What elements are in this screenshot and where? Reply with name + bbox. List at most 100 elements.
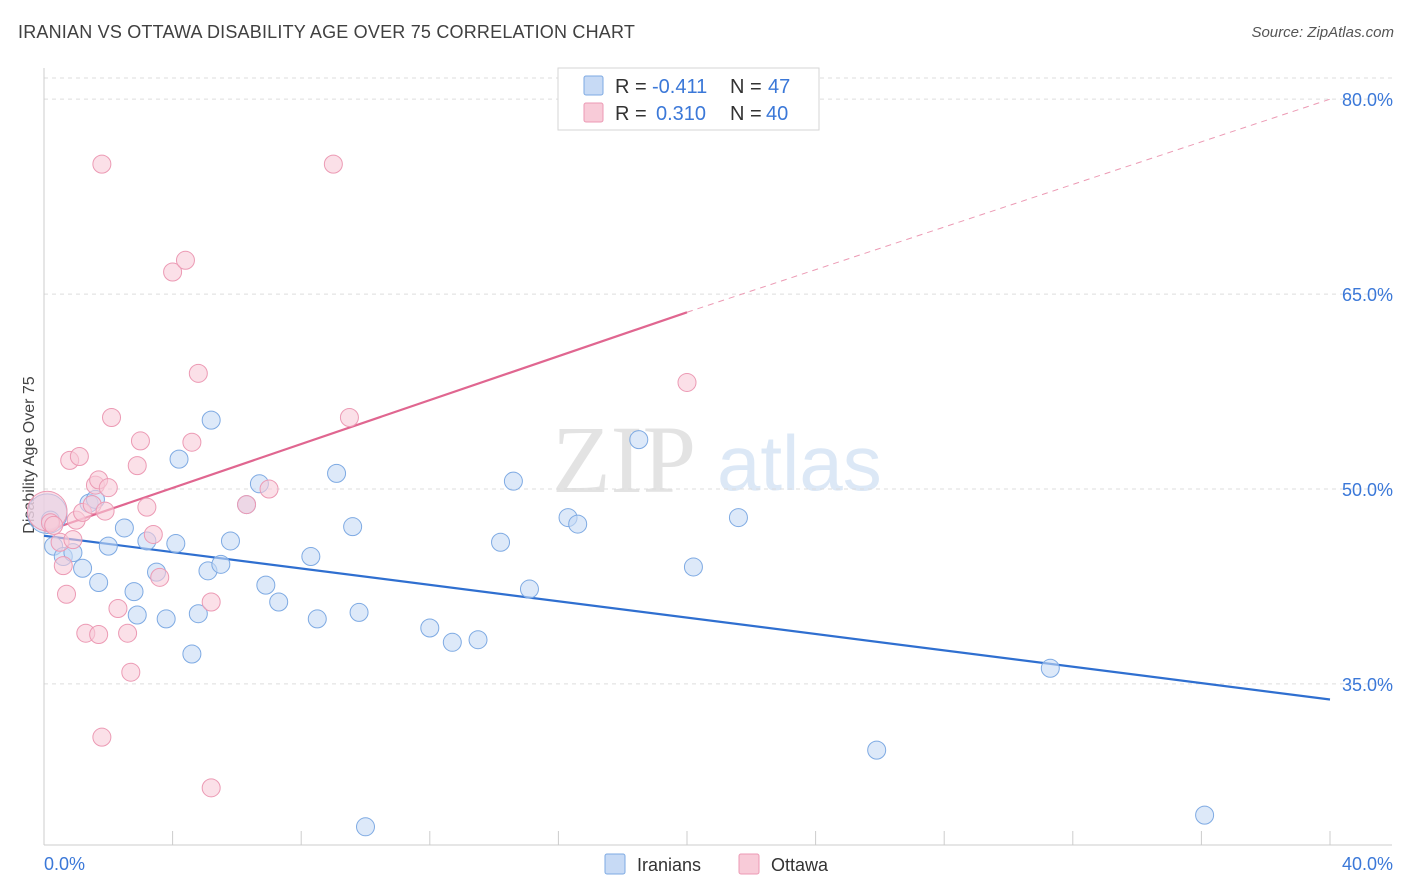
y-axis-label: Disability Age Over 75 <box>21 376 38 534</box>
data-point-ottawa <box>323 154 343 174</box>
data-point-ottawa <box>127 456 147 476</box>
x-tick-label-min: 0.0% <box>44 854 85 874</box>
data-point-iranians <box>307 609 327 629</box>
stats-n-label-ottawa: N = <box>730 103 762 125</box>
data-point-ottawa <box>150 567 170 587</box>
data-point-ottawa <box>92 154 112 174</box>
data-point-ottawa <box>182 432 202 452</box>
data-point-iranians <box>211 554 231 574</box>
data-points <box>26 154 1215 837</box>
trend-line-iranians <box>43 534 1331 701</box>
watermark-zip: ZIP <box>552 406 696 513</box>
data-point-ottawa <box>57 584 77 604</box>
data-point-iranians <box>201 410 221 430</box>
data-point-ottawa <box>92 727 112 747</box>
data-point-ottawa <box>163 262 183 282</box>
series-ottawa <box>26 154 697 798</box>
y-tick-label: 35.0% <box>1342 675 1393 695</box>
data-point-iranians <box>683 557 703 577</box>
trend-lines <box>43 98 1331 701</box>
x-tick-labels: 0.0% 40.0% <box>44 854 1393 874</box>
data-point-ottawa <box>188 363 208 383</box>
stats-box: R = -0.411 N = 47 R = 0.310 N = 40 <box>557 67 820 131</box>
data-point-iranians <box>442 632 462 652</box>
data-point-ottawa <box>98 478 118 498</box>
data-point-iranians <box>491 532 511 552</box>
stats-n-value-iranians: 47 <box>768 76 790 98</box>
y-tick-label: 50.0% <box>1342 480 1393 500</box>
data-point-iranians <box>156 609 176 629</box>
data-point-iranians <box>269 592 289 612</box>
legend: Iranians Ottawa <box>604 853 829 875</box>
data-point-ottawa <box>339 408 359 428</box>
data-point-ottawa <box>89 625 109 645</box>
data-point-iranians <box>728 508 748 528</box>
y-tick-label: 65.0% <box>1342 285 1393 305</box>
data-point-ottawa <box>118 623 138 643</box>
data-point-iranians <box>327 463 347 483</box>
stats-r-label-ottawa: R = <box>615 103 647 125</box>
stats-r-value-iranians: -0.411 <box>652 76 707 98</box>
data-point-ottawa <box>137 497 157 517</box>
data-point-iranians <box>89 573 109 593</box>
data-point-iranians <box>169 449 189 469</box>
data-point-ottawa <box>53 556 73 576</box>
data-point-iranians <box>188 604 208 624</box>
chart-title: IRANIAN VS OTTAWA DISABILITY AGE OVER 75… <box>18 22 636 42</box>
data-point-ottawa <box>95 501 115 521</box>
data-point-iranians <box>301 547 321 567</box>
stats-r-label-iranians: R = <box>615 76 647 98</box>
watermark: ZIP atlas <box>552 406 882 513</box>
stats-swatch-iranians <box>583 75 604 96</box>
data-point-ottawa <box>201 592 221 612</box>
data-point-ottawa <box>143 524 163 544</box>
source-note: Source: ZipAtlas.com <box>1251 24 1394 41</box>
y-tick-labels: 35.0% 50.0% 65.0% 80.0% <box>1342 90 1393 695</box>
data-point-iranians <box>503 471 523 491</box>
data-point-ottawa <box>121 662 141 682</box>
data-point-iranians <box>629 430 649 450</box>
y-tick-label: 80.0% <box>1342 90 1393 110</box>
data-point-ottawa <box>69 447 89 466</box>
data-point-ottawa <box>63 530 83 550</box>
data-point-iranians <box>124 582 144 602</box>
data-point-iranians <box>1040 658 1060 678</box>
data-point-iranians <box>182 644 202 664</box>
trend-line-ottawa <box>43 311 688 533</box>
data-point-iranians <box>73 558 93 578</box>
legend-swatch-ottawa <box>738 853 760 875</box>
data-point-iranians <box>420 618 440 638</box>
legend-label-iranians: Iranians <box>637 855 701 875</box>
legend-swatch-iranians <box>604 853 626 875</box>
data-point-iranians <box>356 817 375 837</box>
data-point-iranians <box>127 605 147 625</box>
data-point-iranians <box>114 518 134 538</box>
x-tick-label-max: 40.0% <box>1342 854 1393 874</box>
data-point-ottawa <box>130 431 150 451</box>
stats-n-label-iranians: N = <box>730 76 762 98</box>
data-point-ottawa <box>175 250 195 270</box>
data-point-ottawa <box>677 372 697 392</box>
data-point-ottawa <box>237 495 257 515</box>
data-point-iranians <box>166 534 186 554</box>
data-point-ottawa <box>108 599 128 619</box>
stats-swatch-ottawa <box>583 102 604 123</box>
data-point-iranians <box>256 575 276 595</box>
data-point-iranians <box>343 517 363 537</box>
grid-lines <box>44 77 1392 685</box>
stats-r-value-ottawa: 0.310 <box>656 103 706 125</box>
data-point-iranians <box>468 630 488 650</box>
stats-n-value-ottawa: 40 <box>766 103 788 125</box>
data-point-ottawa <box>102 408 122 428</box>
watermark-atlas: atlas <box>717 419 882 507</box>
data-point-ottawa <box>44 515 64 535</box>
data-point-iranians <box>220 531 240 551</box>
data-point-iranians <box>519 579 539 599</box>
data-point-iranians <box>349 602 369 622</box>
data-point-ottawa <box>201 778 221 798</box>
axes <box>43 68 1392 846</box>
trend-extension-ottawa <box>686 98 1331 313</box>
legend-label-ottawa: Ottawa <box>771 855 829 875</box>
data-point-iranians <box>568 514 588 534</box>
